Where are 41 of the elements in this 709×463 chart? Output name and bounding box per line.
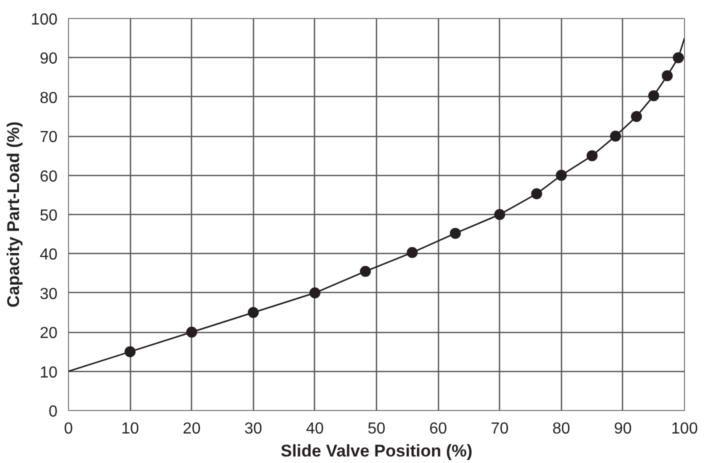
line-series (68, 37, 684, 372)
y-tick-label: 60 (40, 168, 58, 186)
x-tick-label: 0 (64, 420, 74, 438)
x-tick-label: 30 (244, 420, 262, 438)
y-tick-label: 50 (40, 208, 58, 224)
x-tick-label: 100 (671, 420, 698, 438)
x-tick-label: 50 (368, 420, 386, 438)
y-tick-label: 20 (40, 325, 58, 342)
x-tick-label: 40 (306, 420, 324, 438)
point (360, 266, 371, 277)
x-axis-title: Slide Valve Position (%) (280, 442, 472, 460)
x-tick-label: 90 (614, 420, 632, 438)
x-tick-label: 60 (429, 420, 448, 438)
point (406, 247, 418, 258)
point (648, 90, 660, 102)
x-tick-label: 20 (182, 420, 201, 438)
point (450, 228, 461, 239)
y-tick-label: 40 (40, 246, 58, 264)
x-tick-label: 80 (552, 420, 570, 438)
point (630, 111, 642, 122)
y-tick-label: 100 (30, 12, 58, 28)
x-tick-label: 70 (490, 420, 509, 438)
point (672, 52, 684, 64)
y-tick-label: 70 (40, 129, 58, 146)
y-tick-label: 90 (40, 50, 58, 68)
point (586, 150, 598, 162)
point (309, 287, 320, 298)
point (610, 130, 622, 142)
y-axis-title: Capacity Part-Load (%) (4, 121, 23, 308)
y-tick-label: 80 (40, 90, 58, 107)
y-tick-label: 30 (40, 286, 58, 303)
point (248, 307, 259, 318)
y-tick-label: 0 (48, 404, 58, 420)
point (662, 70, 673, 82)
point (531, 188, 542, 200)
point (186, 326, 198, 338)
x-tick-label: 10 (121, 420, 140, 438)
y-tick-label: 10 (40, 364, 58, 382)
point (494, 209, 506, 220)
point (556, 170, 567, 181)
point (124, 346, 136, 358)
